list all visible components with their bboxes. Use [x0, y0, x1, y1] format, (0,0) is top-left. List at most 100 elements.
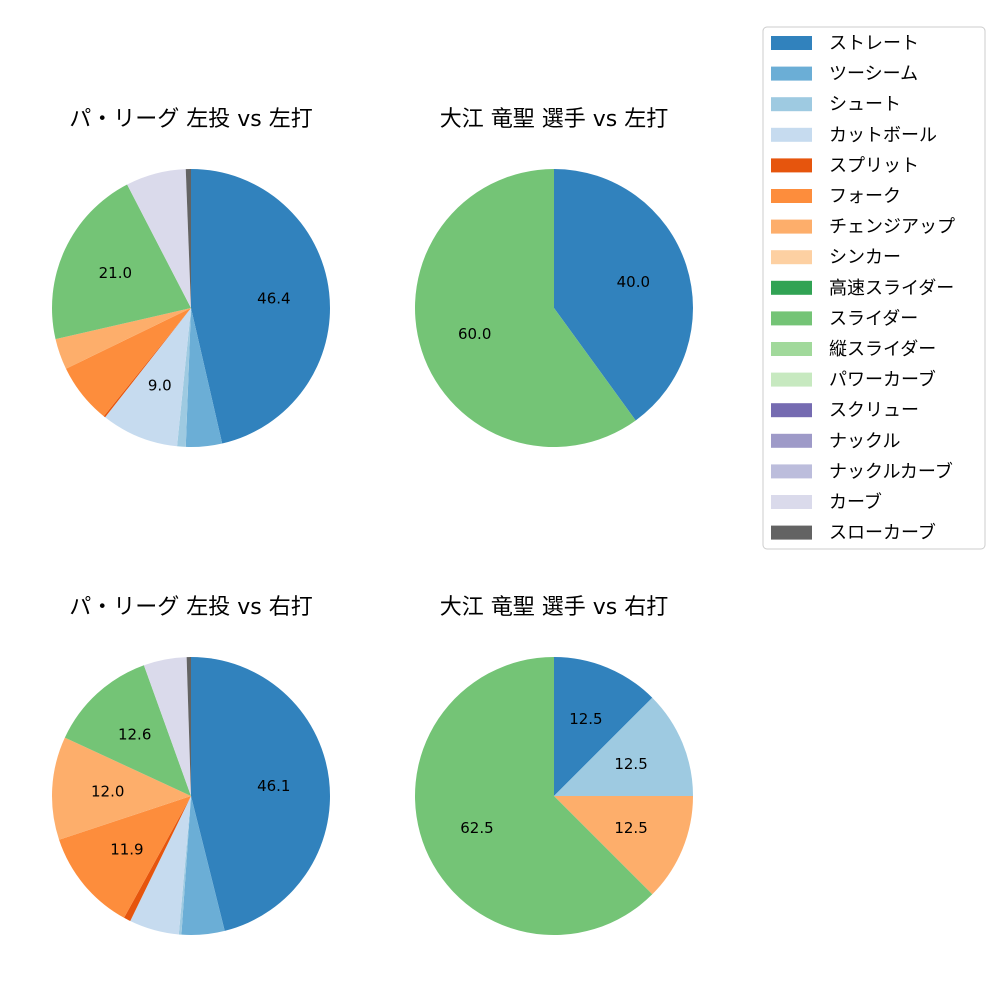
pie-slice — [181, 796, 225, 935]
pie-slice — [177, 308, 191, 447]
pie-slice — [554, 697, 693, 796]
legend-label: ツーシーム — [829, 64, 918, 85]
legend-swatch — [771, 525, 812, 540]
legend-label: 高速スライダー — [829, 278, 954, 299]
legend-item: スクリュー — [771, 400, 919, 421]
legend-swatch — [771, 495, 812, 509]
pie-slice — [415, 657, 653, 936]
slice-label: 46.1 — [257, 777, 290, 795]
legend-label: スローカーブ — [829, 522, 936, 544]
legend-item: チェンジアップ — [771, 217, 955, 238]
pie-slice — [191, 168, 331, 444]
legend-label: ナックル — [829, 431, 900, 452]
legend-item: 高速スライダー — [771, 278, 954, 299]
pie-chart-1: パ・リーグ 左投 vs 左打 46.4 9.0 21.0 — [51, 107, 331, 448]
pie-slice — [130, 796, 191, 935]
pie-slice — [59, 796, 191, 918]
pie-chart-2: 大江 竜聖 選手 vs 左打 40.0 60.0 — [415, 107, 693, 447]
legend-frame — [762, 26, 986, 550]
chart-title: パ・リーグ 左投 vs 左打 — [69, 107, 312, 132]
slice-label: 46.4 — [257, 290, 290, 308]
legend-item: カットボール — [771, 125, 937, 146]
legend-item: スローカーブ — [771, 522, 936, 544]
legend-item: スライダー — [771, 308, 918, 329]
legend-label: ストレート — [829, 33, 919, 54]
legend-swatch — [771, 97, 812, 112]
pie-slice — [554, 169, 693, 421]
pie-charts: パ・リーグ 左投 vs 左打 46.4 9.0 21.0 大江 竜聖 選手 vs 左打 4… — [51, 107, 693, 936]
slice-label: 62.5 — [460, 819, 493, 837]
legend-item: ナックルカーブ — [771, 460, 953, 482]
pie-slice — [65, 308, 191, 417]
legend-swatch — [771, 372, 812, 387]
legend-swatch — [771, 250, 812, 265]
legend-label: スプリット — [829, 155, 919, 176]
slice-label: 60.0 — [458, 325, 491, 343]
legend-label: 縦スライダー — [829, 339, 936, 360]
slice-label: 11.9 — [110, 840, 143, 858]
pie-slice — [554, 657, 653, 796]
legend-item: ストレート — [771, 33, 919, 54]
legend: ストレートツーシームシュートカットボールスプリットフォークチェンジアップシンカー… — [762, 26, 986, 550]
legend-label: シンカー — [829, 247, 901, 268]
legend-label: カーブ — [829, 491, 882, 513]
legend-item: フォーク — [771, 186, 901, 207]
pie-chart-4: 大江 竜聖 選手 vs 右打 12.5 12.5 12.5 62.5 — [415, 595, 693, 936]
legend-swatch — [771, 219, 812, 234]
pie-slice — [185, 169, 191, 308]
chart-title: パ・リーグ 左投 vs 右打 — [69, 595, 312, 620]
chart-title: 大江 竜聖 選手 vs 右打 — [440, 595, 668, 620]
legend-label: シュート — [829, 94, 901, 115]
legend-swatch — [771, 342, 812, 356]
legend-swatch — [771, 464, 812, 479]
pie-slice — [105, 308, 191, 447]
pie-slice — [185, 308, 223, 448]
legend-item: 縦スライダー — [771, 339, 936, 360]
legend-label: スクリュー — [829, 400, 919, 421]
legend-swatch — [771, 158, 812, 173]
legend-item: ナックル — [771, 431, 900, 452]
pie-slice — [127, 169, 191, 308]
legend-swatch — [771, 403, 812, 418]
pie-slice — [186, 657, 191, 796]
pie-slice — [64, 665, 191, 796]
legend-swatch — [771, 189, 812, 203]
legend-item: スプリット — [771, 155, 919, 176]
legend-swatch — [771, 66, 812, 81]
pie-slice — [103, 308, 191, 418]
slice-label: 40.0 — [617, 273, 650, 291]
slice-label: 12.5 — [569, 710, 602, 728]
pie-slice — [178, 796, 191, 935]
legend-label: カットボール — [829, 125, 937, 146]
legend-label: パワーカーブ — [829, 369, 936, 391]
legend-label: フォーク — [829, 186, 901, 207]
legend-label: スライダー — [829, 308, 918, 329]
legend-item: シュート — [771, 94, 901, 115]
slice-label: 12.0 — [91, 782, 124, 800]
pie-chart-3: パ・リーグ 左投 vs 右打 46.1 11.9 12.0 12.6 — [52, 595, 331, 935]
pie-slice — [51, 184, 191, 340]
slice-label: 12.5 — [614, 819, 647, 837]
pie-slice — [124, 796, 191, 922]
legend-swatch — [771, 36, 812, 50]
legend-swatch — [771, 311, 812, 326]
legend-item: パワーカーブ — [771, 369, 936, 391]
legend-item: カーブ — [771, 491, 882, 513]
pie-slice — [52, 737, 192, 840]
pie-slice — [55, 308, 191, 369]
legend-swatch — [771, 280, 812, 295]
legend-swatch — [771, 433, 812, 448]
legend-swatch — [771, 127, 812, 142]
slice-label: 12.5 — [614, 755, 647, 773]
legend-item: ツーシーム — [771, 64, 918, 85]
pie-slice — [191, 657, 331, 931]
legend-label: チェンジアップ — [829, 217, 955, 238]
pie-slice — [415, 169, 636, 447]
legend-label: ナックルカーブ — [829, 460, 953, 482]
pie-slice — [554, 796, 693, 895]
chart-title: 大江 竜聖 選手 vs 左打 — [440, 107, 668, 132]
legend-item: シンカー — [771, 247, 901, 268]
slice-label: 9.0 — [148, 376, 172, 394]
slice-label: 21.0 — [99, 264, 132, 282]
